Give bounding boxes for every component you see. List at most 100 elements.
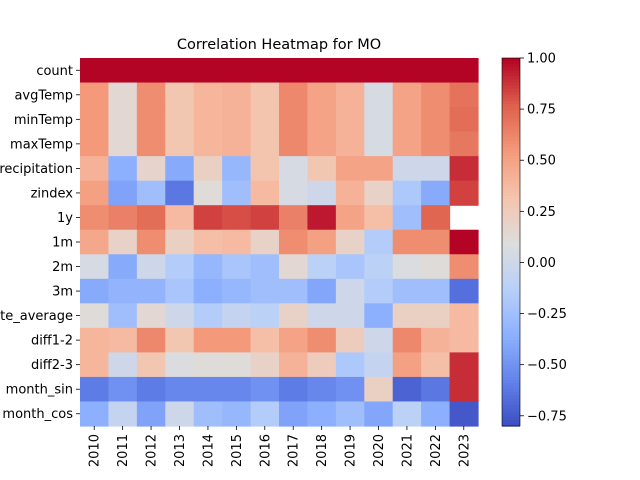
colorbar-segment [502,82,520,87]
colorbar-segment [502,355,520,360]
colorbar-segment [502,134,520,139]
heatmap-cell [80,376,110,403]
heatmap-cell [193,205,223,231]
x-tick-label: 2011 [116,434,131,467]
heatmap-cell [250,303,280,329]
heatmap-cell [108,401,138,427]
colorbar-segment [502,235,520,240]
heatmap-cell [165,131,195,157]
heatmap-cell [193,131,223,157]
colorbar-segment [502,91,520,96]
heatmap-cell [364,180,394,206]
heatmap-cell [108,303,138,329]
colorbar-segment [502,275,520,280]
heatmap-cell [136,156,166,182]
colorbar-segment [502,183,520,188]
y-tick-label: avgTemp [14,88,73,103]
heatmap-cell [222,82,252,108]
heatmap-cell [80,254,110,280]
heatmap-cell [449,82,479,108]
heatmap-cell [335,254,365,280]
colorbar-segment [502,312,520,317]
heatmap-cell [421,229,451,255]
heatmap-cell [449,58,479,84]
heatmap-cell [392,205,422,231]
colorbar-segment [502,100,520,105]
heatmap-cell [250,376,280,403]
heatmap-cell [449,376,479,403]
heatmap-cell [392,278,422,304]
heatmap-cell [250,58,280,84]
colorbar-tick-label: −0.75 [527,409,567,424]
heatmap-cell [449,327,479,353]
heatmap-cell [449,180,479,206]
heatmap-cell [364,376,394,403]
heatmap-cell [279,58,309,84]
heatmap-cell [335,401,365,427]
heatmap-cell [222,205,252,231]
colorbar-segment [502,186,520,191]
heatmap-cell [364,229,394,255]
heatmap-cell [136,58,166,84]
x-tick-label: 2022 [429,434,444,467]
heatmap-cell [222,303,252,329]
colorbar-tick-label: 1.00 [527,52,556,67]
heatmap-cell [279,352,309,378]
heatmap-cell [421,156,451,182]
heatmap-cell [335,82,365,108]
colorbar-tick-label: 0.00 [527,256,556,271]
heatmap-cell [335,205,365,231]
colorbar-segment [502,340,520,344]
heatmap-cell [279,327,309,353]
colorbar-segment [502,389,520,393]
heatmap-cell [80,107,110,133]
heatmap-cell [80,303,110,329]
heatmap-cell [108,205,138,231]
heatmap-cell [307,401,337,427]
heatmap-cell [449,303,479,329]
heatmap-cell [165,327,195,353]
colorbar-segment [502,321,520,326]
heatmap-cell [335,327,365,353]
colorbar-segment [502,110,520,114]
heatmap-cell [193,107,223,133]
colorbar-segment [502,257,520,261]
heatmap-cell [307,205,337,231]
heatmap-cell [449,254,479,280]
heatmap-cell [449,229,479,255]
heatmap-cell [421,376,451,403]
heatmap-cell [165,303,195,329]
heatmap-cell [307,82,337,108]
heatmap-cell [250,352,280,378]
heatmap-cell [279,254,309,280]
heatmap-cell [250,82,280,108]
colorbar-segment [502,168,520,173]
heatmap-cell [335,58,365,84]
heatmap-cell [222,401,252,427]
heatmap-cell [364,278,394,304]
x-tick-label: 2014 [201,434,216,467]
colorbar-segment [502,404,520,409]
heatmap-cell [307,254,337,280]
heatmap-cell [165,352,195,378]
heatmap-cell [165,156,195,182]
heatmap-cell [392,376,422,403]
colorbar-segment [502,297,520,301]
heatmap-cell [279,376,309,403]
x-axis-ticks: 2010 2011 2012 2013 2014 2015 2016 2017 2018 2019… [88,426,472,467]
heatmap-cell [136,327,166,353]
heatmap-cell [335,180,365,206]
heatmap-cell [364,156,394,182]
heatmap-cell [392,107,422,133]
colorbar-segment [502,346,520,350]
heatmap-cell [392,58,422,84]
heatmap-cell [222,156,252,182]
heatmap-cell [80,278,110,304]
colorbar-segment [502,263,520,268]
colorbar-segment [502,367,520,372]
heatmap-cell [279,180,309,206]
colorbar-segment [502,67,520,71]
heatmap-cell [449,107,479,133]
heatmap-cell [421,352,451,378]
